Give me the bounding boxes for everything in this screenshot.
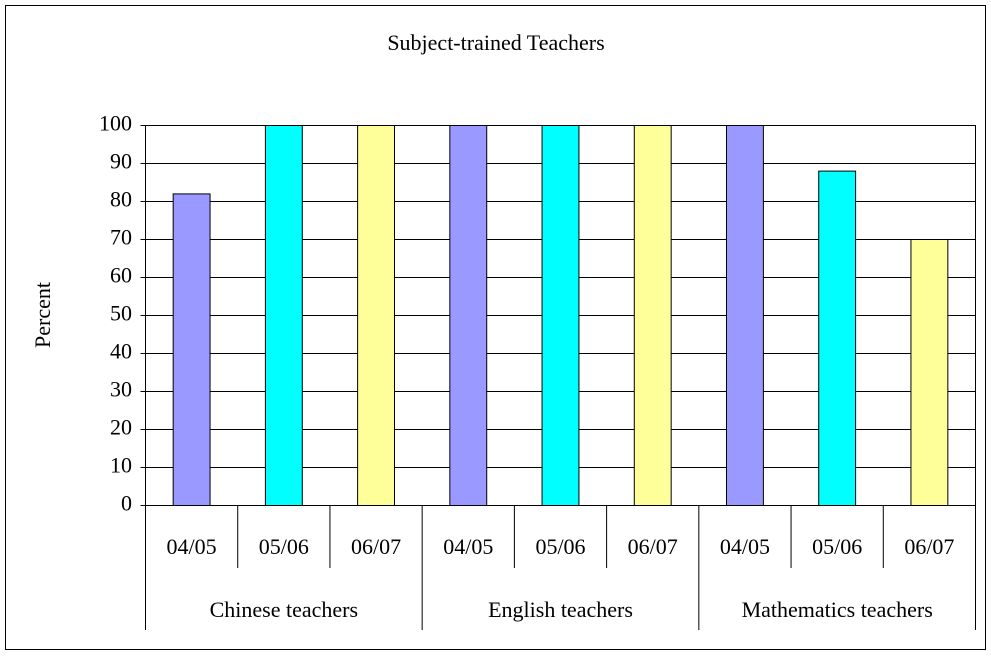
y-tick-label: 60 (110, 263, 132, 288)
bar (633, 125, 672, 506)
bar (172, 193, 211, 506)
x-tick-label: 04/05 (167, 534, 217, 559)
x-tick-label: 06/07 (351, 534, 401, 559)
x-tick-label: 04/05 (720, 534, 770, 559)
bar (541, 125, 580, 506)
x-tick-label: 05/06 (535, 534, 585, 559)
x-tick-label: 05/06 (259, 534, 309, 559)
bar (264, 125, 303, 506)
y-tick-label: 20 (110, 415, 132, 440)
x-tick-label: 04/05 (443, 534, 493, 559)
bar (357, 125, 396, 506)
y-axis-label: Percent (30, 282, 55, 348)
y-tick-label: 40 (110, 339, 132, 364)
x-tick-label: 06/07 (904, 534, 954, 559)
y-tick-label: 0 (121, 491, 132, 516)
bar (449, 125, 488, 506)
y-tick-label: 30 (110, 377, 132, 402)
bar (818, 170, 857, 506)
group-label: Mathematics teachers (742, 597, 933, 622)
y-tick-label: 70 (110, 225, 132, 250)
y-tick-label: 90 (110, 149, 132, 174)
y-tick-label: 100 (99, 111, 132, 136)
chart-title: Subject-trained Teachers (387, 30, 604, 55)
group-label: Chinese teachers (210, 597, 358, 622)
bar (726, 125, 764, 506)
group-label: English teachers (488, 597, 633, 622)
y-tick-label: 50 (110, 301, 132, 326)
bar (910, 239, 949, 506)
y-tick-label: 10 (110, 453, 132, 478)
x-tick-label: 05/06 (812, 534, 862, 559)
y-tick-label: 80 (110, 187, 132, 212)
x-tick-label: 06/07 (628, 534, 678, 559)
